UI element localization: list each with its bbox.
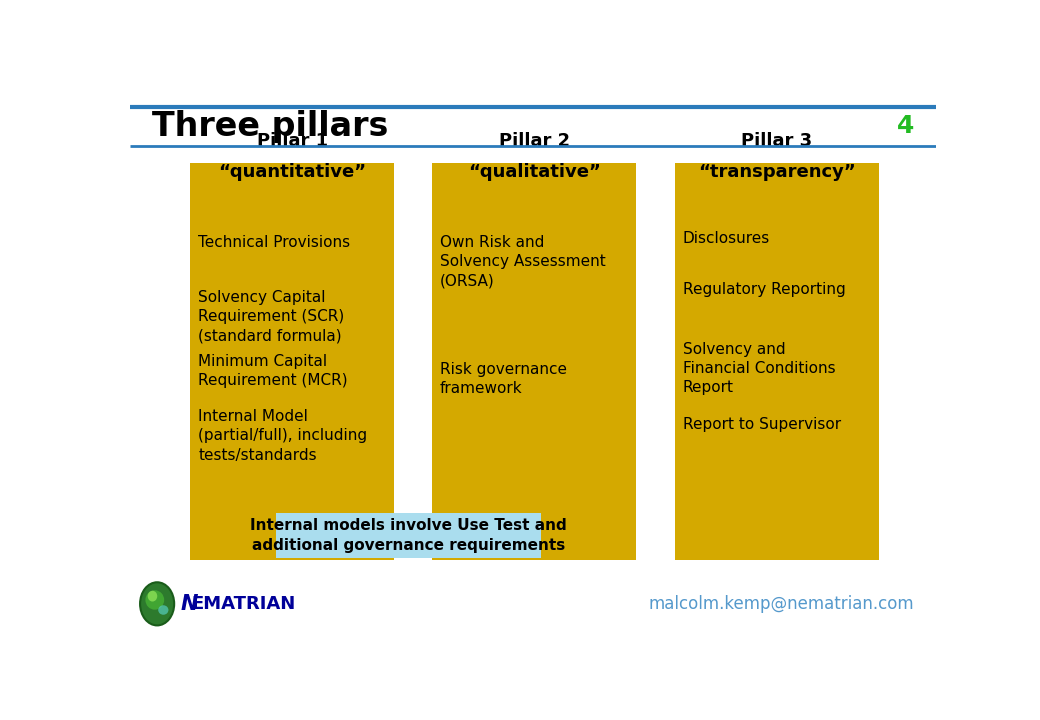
Text: Pillar 3: Pillar 3 [742, 132, 812, 150]
Text: Technical Provisions: Technical Provisions [199, 235, 350, 250]
Text: Solvency Capital
Requirement (SCR)
(standard formula): Solvency Capital Requirement (SCR) (stan… [199, 290, 344, 343]
FancyBboxPatch shape [433, 163, 636, 560]
Ellipse shape [140, 582, 174, 626]
FancyBboxPatch shape [675, 163, 879, 560]
Text: Report to Supervisor: Report to Supervisor [682, 417, 840, 432]
Text: Minimum Capital
Requirement (MCR): Minimum Capital Requirement (MCR) [199, 354, 347, 388]
Text: Risk governance
framework: Risk governance framework [440, 361, 567, 396]
Text: malcolm.kemp@nematrian.com: malcolm.kemp@nematrian.com [649, 595, 914, 613]
Ellipse shape [158, 606, 168, 615]
Text: N: N [180, 594, 198, 614]
Text: “qualitative”: “qualitative” [468, 163, 601, 181]
Text: Internal Model
(partial/full), including
tests/standards: Internal Model (partial/full), including… [199, 409, 367, 463]
Ellipse shape [146, 590, 164, 610]
Text: Pillar 1: Pillar 1 [257, 132, 328, 150]
Text: EMATRIAN: EMATRIAN [191, 595, 295, 613]
Text: Own Risk and
Solvency Assessment
(ORSA): Own Risk and Solvency Assessment (ORSA) [440, 235, 605, 288]
FancyBboxPatch shape [276, 513, 541, 557]
Text: 4: 4 [896, 114, 914, 138]
Text: Three pillars: Three pillars [152, 110, 388, 143]
Text: “transparency”: “transparency” [698, 163, 856, 181]
FancyBboxPatch shape [190, 163, 394, 560]
Text: “quantitative”: “quantitative” [218, 163, 366, 181]
Text: Internal models involve Use Test and
additional governance requirements: Internal models involve Use Test and add… [250, 518, 567, 553]
Text: Solvency and
Financial Conditions
Report: Solvency and Financial Conditions Report [682, 342, 835, 395]
Text: Disclosures: Disclosures [682, 231, 770, 246]
Text: Regulatory Reporting: Regulatory Reporting [682, 282, 846, 297]
Ellipse shape [148, 590, 157, 601]
Text: Pillar 2: Pillar 2 [498, 132, 570, 150]
